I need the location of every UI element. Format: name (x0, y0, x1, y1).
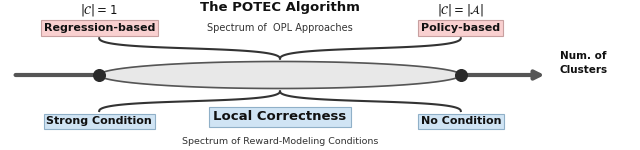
Text: Local Correctness: Local Correctness (213, 111, 347, 123)
Text: No Condition: No Condition (420, 117, 501, 126)
Text: Spectrum of  OPL Approaches: Spectrum of OPL Approaches (207, 23, 353, 33)
Text: Regression-based: Regression-based (44, 23, 155, 33)
Text: Policy-based: Policy-based (421, 23, 500, 33)
Text: Strong Condition: Strong Condition (46, 117, 152, 126)
Text: Spectrum of Reward-Modeling Conditions: Spectrum of Reward-Modeling Conditions (182, 136, 378, 146)
Text: $|\mathcal{C}| = 1$: $|\mathcal{C}| = 1$ (81, 2, 118, 18)
Polygon shape (99, 61, 461, 88)
Text: Num. of
Clusters: Num. of Clusters (560, 51, 608, 75)
Point (94, 74, 104, 76)
Point (456, 74, 466, 76)
Text: The POTEC Algorithm: The POTEC Algorithm (200, 2, 360, 15)
Text: $|\mathcal{C}| = |\mathcal{A}|$: $|\mathcal{C}| = |\mathcal{A}|$ (437, 2, 484, 18)
